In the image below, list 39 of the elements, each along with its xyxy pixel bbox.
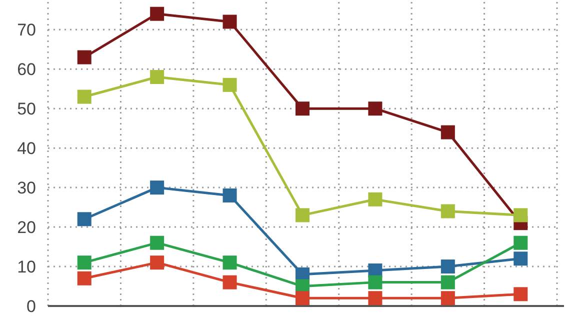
y-tick-label: 20	[17, 218, 36, 237]
point	[222, 78, 237, 92]
point	[440, 275, 455, 290]
y-tick-label: 50	[17, 100, 36, 119]
point	[222, 14, 237, 29]
point	[514, 208, 528, 222]
y-tick-label: 0	[26, 296, 36, 316]
point	[150, 70, 164, 84]
point	[150, 256, 164, 270]
y-tick-label: 30	[17, 178, 36, 198]
y-tick-label: 70	[17, 20, 36, 40]
point	[77, 256, 92, 270]
point	[296, 102, 310, 116]
point	[222, 256, 237, 270]
y-tick-label: 60	[17, 60, 36, 80]
point	[514, 287, 528, 302]
point	[150, 180, 164, 195]
point	[514, 236, 528, 250]
point	[440, 291, 455, 306]
y-tick-label: 40	[17, 139, 36, 158]
point	[77, 212, 92, 226]
point	[77, 90, 92, 104]
point	[368, 102, 382, 116]
point	[440, 125, 455, 140]
point	[77, 271, 92, 286]
point	[440, 260, 455, 274]
point	[222, 275, 237, 290]
point	[368, 291, 382, 306]
point	[150, 236, 164, 250]
point	[150, 6, 164, 21]
point	[296, 208, 310, 222]
point	[77, 50, 92, 64]
point	[440, 204, 455, 218]
point	[514, 252, 528, 266]
y-tick-label: 10	[17, 257, 36, 276]
point	[222, 188, 237, 202]
point	[368, 192, 382, 206]
point	[296, 291, 310, 306]
point	[368, 275, 382, 290]
